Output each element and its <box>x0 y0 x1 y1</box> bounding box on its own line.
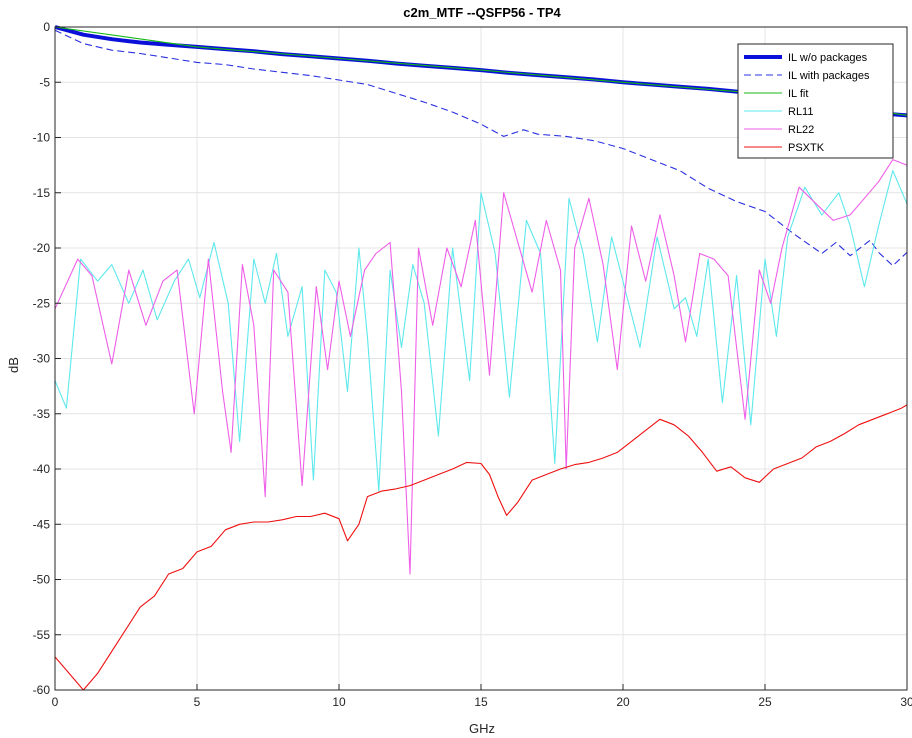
y-tick-label: -15 <box>33 186 51 200</box>
x-tick-label: 5 <box>194 695 201 709</box>
legend-label-4: RL22 <box>788 124 814 136</box>
y-axis-label: dB <box>6 357 21 373</box>
y-tick-label: -55 <box>33 628 51 642</box>
y-tick-label: -45 <box>33 517 51 531</box>
x-tick-label: 30 <box>900 695 912 709</box>
y-tick-label: 0 <box>43 20 50 34</box>
legend-box <box>737 43 894 159</box>
x-tick-label: 20 <box>616 695 630 709</box>
y-tick-label: -40 <box>33 462 51 476</box>
x-tick-label: 15 <box>474 695 488 709</box>
series-line-1 <box>54 29 908 267</box>
series-line-4 <box>54 159 908 575</box>
y-tick-label: -60 <box>33 683 51 697</box>
y-tick-label: -25 <box>33 296 51 310</box>
x-axis-label: GHz <box>469 721 495 736</box>
y-tick-label: -5 <box>39 75 50 89</box>
legend-label-2: IL fit <box>788 88 808 100</box>
legend-label-0: IL w/o packages <box>788 52 868 64</box>
x-tick-label: 10 <box>332 695 346 709</box>
legend-label-1: IL with packages <box>788 70 870 82</box>
x-tick-label: 0 <box>52 695 59 709</box>
y-tick-label: -50 <box>33 573 51 587</box>
series-line-5 <box>54 404 908 691</box>
chart-title: c2m_MTF --QSFP56 - TP4 <box>403 5 561 20</box>
axes: 0 5 10 15 20 25 30 0 -5 -10 -15 -20 -25 -30 -35 -40 -45 -… <box>33 20 912 709</box>
legend-label-5: PSXTK <box>788 142 825 154</box>
x-tick-label: 25 <box>758 695 772 709</box>
y-tick-label: -20 <box>33 241 51 255</box>
legend-label-3: RL11 <box>788 106 813 118</box>
y-tick-label: -30 <box>33 352 51 366</box>
y-tick-label: -35 <box>33 407 51 421</box>
legend: IL w/o packages IL with packages IL fit RL1… <box>737 43 894 159</box>
y-tick-label: -10 <box>33 131 51 145</box>
